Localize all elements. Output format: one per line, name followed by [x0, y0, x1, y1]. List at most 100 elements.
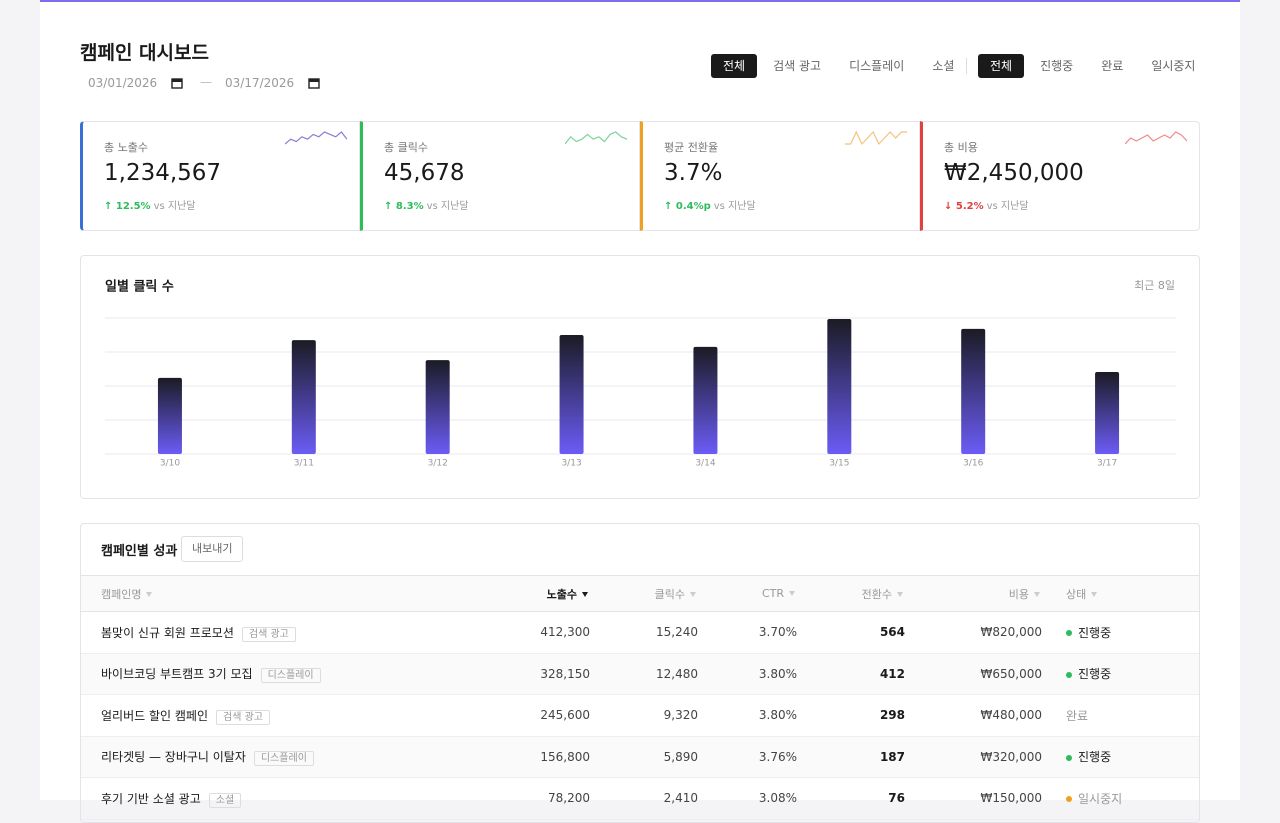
- calendar-icon: [171, 78, 183, 89]
- sort-arrow: [1091, 591, 1098, 597]
- campaign-name: 얼리버드 할인 캠페인: [101, 708, 208, 723]
- sort-icon: [1034, 591, 1040, 597]
- bar: [961, 328, 986, 454]
- sort-arrow: [789, 591, 795, 596]
- table-row[interactable]: 후기 기반 소셜 광고 소셜 78,200 2,410 3.08% 76 ₩150,000 일…: [81, 777, 1199, 820]
- chart-card: 일별 클릭 수 최근 8일 3/10 3/11 3/12 3/13 3/14 3/15 3/…: [80, 255, 1200, 499]
- status-cell: 진행중: [1042, 611, 1199, 654]
- filter-tab[interactable]: 전체: [978, 54, 1025, 78]
- change-value: ↑ 12.5%: [104, 201, 151, 212]
- metric-cell: 12,480: [590, 653, 698, 695]
- bar: [425, 360, 450, 454]
- channel-tag: 소셜: [208, 792, 242, 808]
- filter-tab[interactable]: 완료: [1101, 59, 1124, 73]
- sparkline: [565, 131, 627, 145]
- metric-cell: 3.76%: [698, 736, 797, 778]
- filter-tab[interactable]: 전체: [711, 54, 758, 78]
- date-text: 03/17/2026: [225, 76, 295, 90]
- kpi-value: ₩2,450,000: [944, 160, 1084, 186]
- change-value: ↓ 5.2%: [944, 201, 984, 212]
- metric-cell: 5,890: [590, 736, 698, 778]
- sparkline: [845, 130, 907, 146]
- change-value: ↑ 0.4%p: [664, 201, 711, 212]
- campaign-name: 후기 기반 소셜 광고: [101, 791, 201, 806]
- column-header[interactable]: 상태: [1042, 575, 1199, 612]
- metric-cell: ₩150,000: [905, 777, 1042, 820]
- table-body: 봄맞이 신규 회원 프로모션 검색 광고 412,300 15,240 3.70% 564…: [81, 611, 1199, 820]
- x-tick-label: 3/13: [561, 459, 581, 469]
- kpi-value: 1,234,567: [104, 160, 222, 186]
- date-to[interactable]: 03/17/2026: [225, 76, 320, 90]
- column-header[interactable]: 클릭수: [590, 575, 698, 612]
- filter-tab[interactable]: 소셜: [932, 59, 955, 73]
- metric-cell: 412,300: [490, 611, 590, 654]
- bar: [827, 319, 852, 454]
- export-button[interactable]: 내보내기: [181, 536, 244, 562]
- table-row[interactable]: 리타겟팅 — 장바구니 이탈자 디스플레이 156,800 5,890 3.76% 187…: [81, 736, 1199, 778]
- campaign-name: 바이브코딩 부트캠프 3기 모집: [101, 667, 253, 682]
- type-filters: 전체 검색 광고 디스플레이 소셜: [711, 54, 966, 78]
- sparkline-line: [1125, 131, 1187, 145]
- metric-cell: ₩650,000: [905, 653, 1042, 695]
- status-cell: 완료: [1042, 694, 1199, 737]
- status-text: 진행중: [1078, 750, 1112, 765]
- kpi-card: 총 클릭수 45,678 ↑ 8.3% vs 지난달: [360, 121, 640, 231]
- table-row[interactable]: 얼리버드 할인 캠페인 검색 광고 245,600 9,320 3.80% 298 ₩480…: [81, 694, 1199, 737]
- table-row[interactable]: 봄맞이 신규 회원 프로모션 검색 광고 412,300 15,240 3.70% 564…: [81, 611, 1199, 654]
- compare-text: vs 지난달: [153, 201, 196, 212]
- filter-tab[interactable]: 디스플레이: [849, 59, 905, 73]
- metric-cell: 564: [797, 611, 905, 654]
- table-row[interactable]: 바이브코딩 부트캠프 3기 모집 디스플레이 328,150 12,480 3.80% 4…: [81, 653, 1199, 695]
- metric-cell: 3.80%: [698, 653, 797, 695]
- x-tick-label: 3/10: [160, 459, 180, 469]
- campaign-name: 리타겟팅 — 장바구니 이탈자: [101, 750, 246, 765]
- column-header[interactable]: 캠페인명: [81, 575, 490, 612]
- kpi-label: 평균 전환율: [664, 141, 719, 154]
- bar: [559, 335, 584, 454]
- status-text: 진행중: [1078, 667, 1112, 682]
- column-label: CTR: [761, 587, 784, 600]
- column-header[interactable]: CTR: [698, 575, 797, 612]
- x-tick-label: 3/14: [695, 459, 715, 469]
- campaign-cell: 후기 기반 소셜 광고 소셜: [81, 777, 490, 820]
- filter-tab[interactable]: 일시중지: [1151, 59, 1196, 73]
- chart-title: 일별 클릭 수: [105, 279, 174, 295]
- dashboard: 캠페인 대시보드 03/01/2026 — 03/17/2026 전체 검색 광고…: [40, 0, 1240, 823]
- metric-cell: ₩320,000: [905, 736, 1042, 778]
- sparkline: [285, 131, 347, 145]
- metric-cell: 78,200: [490, 777, 590, 820]
- column-label: 노출수: [546, 587, 577, 601]
- compare-text: vs 지난달: [426, 201, 469, 212]
- metric-cell: 412: [797, 653, 905, 695]
- date-from[interactable]: 03/01/2026: [88, 76, 183, 90]
- filter-tab[interactable]: 진행중: [1040, 59, 1074, 73]
- x-tick-label: 3/11: [294, 459, 314, 469]
- sort-icon: [897, 591, 903, 597]
- bar: [157, 377, 182, 454]
- date-separator: —: [200, 75, 212, 89]
- column-header[interactable]: 비용: [905, 575, 1042, 612]
- kpi-label: 총 클릭수: [384, 141, 428, 154]
- kpi-label: 총 노출수: [104, 141, 148, 154]
- filter-tab[interactable]: 검색 광고: [773, 59, 822, 73]
- metric-cell: 298: [797, 694, 905, 737]
- sort-icon: [690, 591, 696, 597]
- metric-cell: 15,240: [590, 611, 698, 654]
- sort-arrow: [582, 591, 588, 597]
- status-filters: 전체 진행중 완료 일시중지: [978, 54, 1207, 78]
- kpi-card: 총 노출수 1,234,567 ↑ 12.5% vs 지난달: [80, 121, 360, 231]
- x-tick-label: 3/15: [829, 459, 849, 469]
- metric-cell: 3.08%: [698, 777, 797, 820]
- kpi-change: ↑ 0.4%p vs 지난달: [664, 197, 756, 212]
- chart: 일별 클릭 수 최근 8일 3/10 3/11 3/12 3/13 3/14 3/15 3/…: [105, 278, 1176, 469]
- status-dot: [1066, 671, 1072, 678]
- column-header[interactable]: 전환수: [797, 575, 905, 612]
- kpi-change: ↓ 5.2% vs 지난달: [944, 197, 1029, 212]
- campaign-cell: 바이브코딩 부트캠프 3기 모집 디스플레이: [81, 653, 490, 695]
- column-label: 캠페인명: [101, 587, 142, 601]
- x-tick-label: 3/16: [963, 459, 983, 469]
- column-header[interactable]: 노출수: [490, 575, 590, 612]
- metric-cell: 187: [797, 736, 905, 778]
- sort-icon: [1091, 591, 1098, 597]
- column-label: 상태: [1066, 587, 1087, 601]
